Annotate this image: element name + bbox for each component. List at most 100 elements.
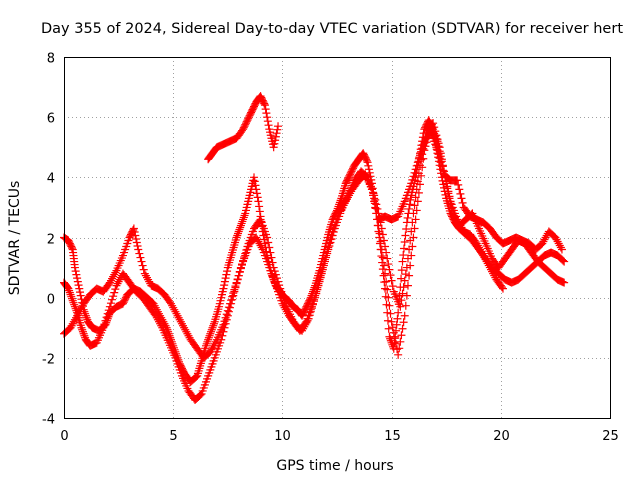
data-point (437, 162, 446, 171)
data-point (131, 231, 140, 240)
data-point (144, 275, 153, 284)
data-point (387, 276, 396, 285)
data-point (394, 308, 403, 317)
data-point (413, 197, 422, 206)
data-point (105, 302, 114, 311)
data-point (82, 313, 91, 322)
data-point (109, 272, 118, 281)
data-point (383, 254, 392, 263)
data-point (254, 197, 263, 206)
data-point (227, 296, 236, 305)
data-point (381, 242, 390, 251)
data-point (540, 235, 549, 244)
data-point (260, 101, 269, 110)
data-point (228, 292, 237, 301)
data-point (560, 257, 569, 266)
data-point (69, 317, 78, 326)
data-point (234, 271, 243, 280)
data-point (455, 185, 464, 194)
data-point (375, 239, 384, 248)
data-point (68, 244, 77, 253)
data-point (221, 274, 230, 283)
data-point (419, 140, 428, 149)
data-point (274, 277, 283, 286)
data-point (394, 350, 403, 359)
y-tick-label: -4 (42, 413, 55, 428)
data-point (72, 313, 81, 322)
y-tick-label: 0 (47, 293, 55, 308)
data-point (379, 271, 388, 280)
data-markers (60, 92, 569, 404)
data-point (280, 303, 289, 312)
data-point (414, 154, 423, 163)
data-point (130, 227, 139, 236)
data-point (108, 274, 117, 283)
data-point (69, 298, 78, 307)
data-point (385, 301, 394, 310)
data-point (364, 161, 373, 170)
data-point (454, 180, 463, 189)
data-point (384, 324, 393, 333)
data-point (539, 237, 548, 246)
data-point (77, 303, 86, 312)
data-point (175, 315, 184, 324)
series-track-5 (374, 128, 566, 254)
data-point (406, 261, 415, 270)
data-point (490, 271, 499, 280)
data-point (135, 249, 144, 258)
data-point (303, 316, 312, 325)
y-axis-label: SDTVAR / TECUs (7, 181, 23, 296)
data-point (207, 345, 216, 354)
data-point (139, 265, 148, 274)
data-point (365, 165, 374, 174)
data-point (269, 143, 278, 152)
data-point (405, 271, 414, 280)
data-point (446, 199, 455, 208)
data-point (429, 119, 438, 128)
data-point (304, 314, 313, 323)
data-point (410, 168, 419, 177)
data-point (110, 270, 119, 279)
data-point (75, 307, 84, 316)
data-point (219, 284, 228, 293)
data-point (298, 326, 307, 335)
data-point (66, 290, 75, 299)
data-point (396, 302, 405, 311)
data-point (65, 288, 74, 297)
data-point (237, 219, 246, 228)
data-point (398, 324, 407, 333)
data-point (252, 185, 261, 194)
data-point (106, 276, 115, 285)
data-point (402, 224, 411, 233)
data-point (176, 317, 185, 326)
data-point (305, 311, 314, 320)
data-point (489, 269, 498, 278)
data-point (408, 175, 417, 184)
data-point (271, 136, 280, 145)
data-point (398, 289, 407, 298)
data-point (145, 277, 154, 286)
data-point (400, 311, 409, 320)
data-point (400, 276, 409, 285)
data-point (410, 201, 419, 210)
data-point (80, 331, 89, 340)
data-point (67, 321, 76, 330)
data-point (272, 274, 281, 283)
data-point (103, 309, 112, 318)
data-point (555, 241, 564, 250)
data-point (237, 261, 246, 270)
data-point (202, 339, 211, 348)
data-point (418, 144, 427, 153)
data-point (431, 127, 440, 136)
data-point (68, 319, 77, 328)
data-point (399, 244, 408, 253)
x-tick-label: 15 (384, 429, 401, 444)
data-point (250, 177, 259, 186)
data-point (371, 195, 380, 204)
data-point (384, 293, 393, 302)
data-point (541, 233, 550, 242)
data-point (385, 265, 394, 274)
data-point (141, 271, 150, 280)
data-point (279, 301, 288, 310)
